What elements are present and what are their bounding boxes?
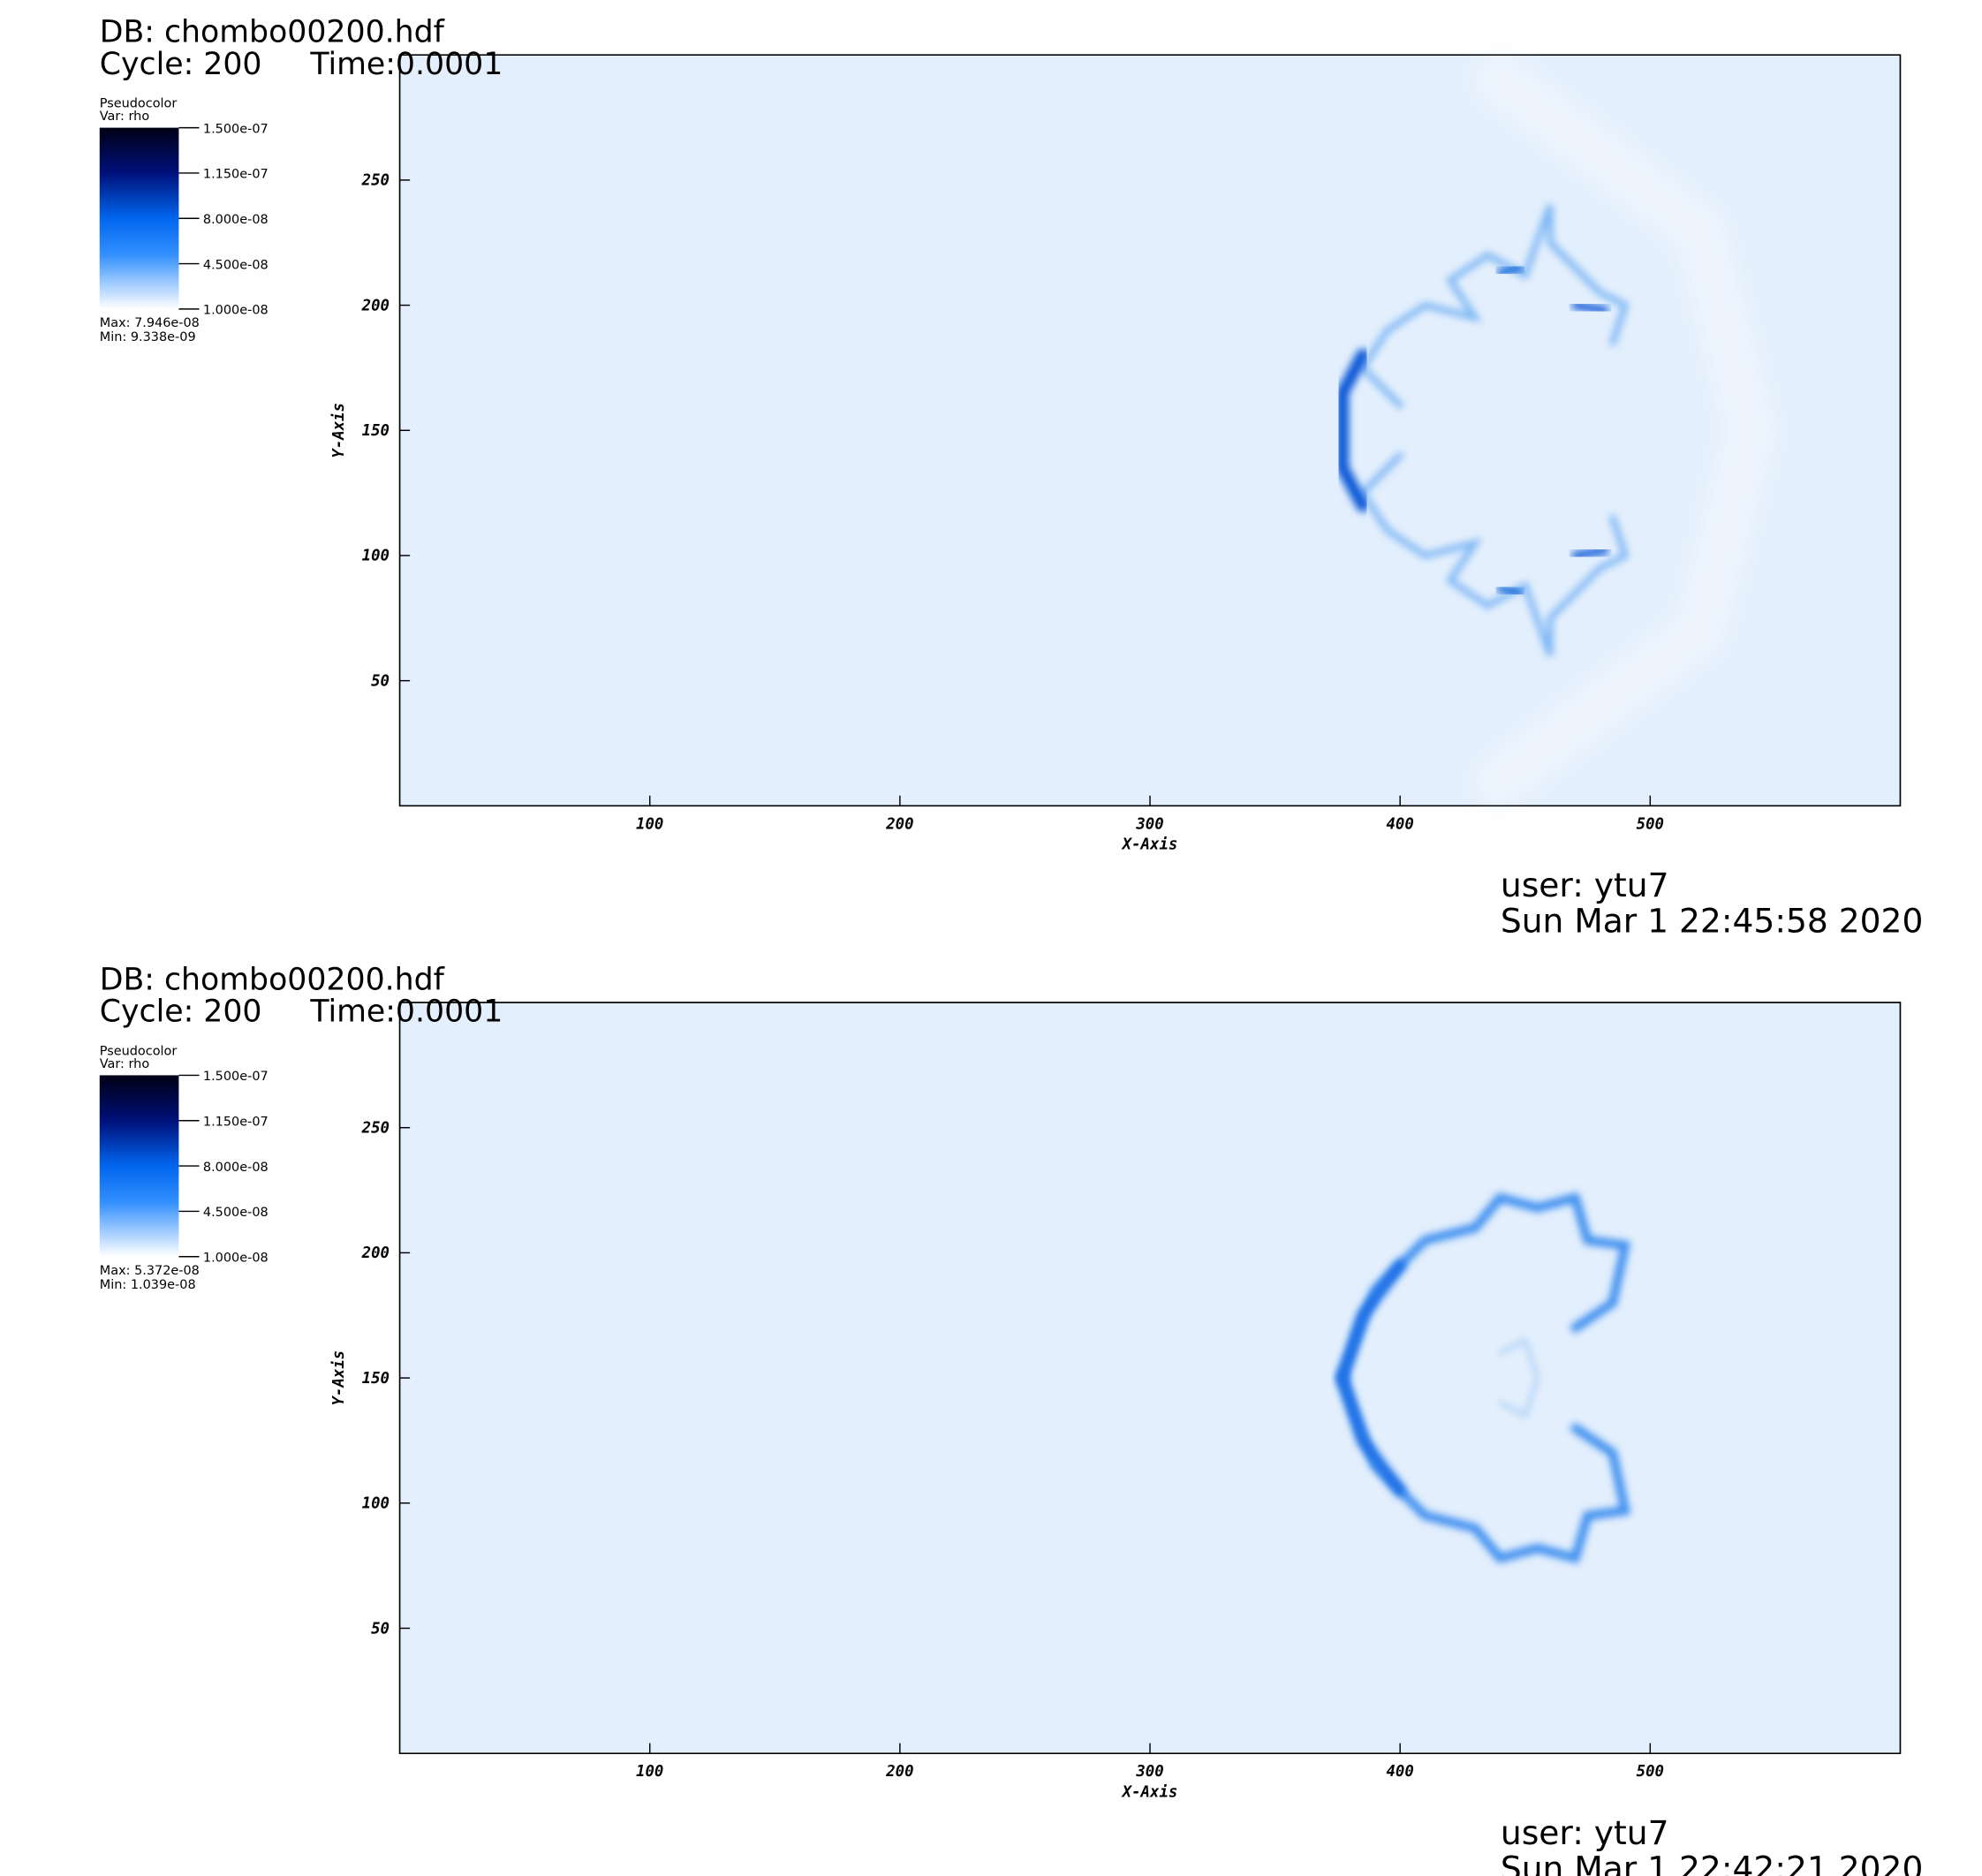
y-tick-label: 150 bbox=[362, 1370, 390, 1388]
x-tick-label: 400 bbox=[1386, 815, 1413, 833]
legend-title: Pseudocolor bbox=[100, 96, 178, 110]
date-label: Sun Mar 1 22:42:21 2020 bbox=[1501, 1849, 1923, 1876]
colorbar-tick-label: 1.000e-08 bbox=[203, 304, 269, 318]
colorbar-tick-label: 1.150e-07 bbox=[203, 168, 269, 182]
density-field bbox=[1336, 1191, 1631, 1564]
density-feature bbox=[1474, 54, 1777, 806]
density-feature bbox=[1571, 546, 1609, 560]
density-feature bbox=[1496, 263, 1524, 277]
x-axis-label: X-Axis bbox=[1121, 1783, 1178, 1801]
x-tick-label: 100 bbox=[636, 815, 663, 833]
colorbar-tick-label: 4.500e-08 bbox=[203, 258, 269, 272]
min-label: Min: 9.338e-09 bbox=[100, 330, 196, 344]
min-label: Min: 1.039e-08 bbox=[100, 1278, 196, 1292]
density-feature bbox=[1496, 584, 1524, 597]
density-feature bbox=[1337, 1191, 1631, 1378]
user-label: user: ytu7 bbox=[1501, 866, 1669, 904]
colorbar-tick-label: 8.000e-08 bbox=[203, 213, 269, 227]
colorbar-tick-label: 1.500e-07 bbox=[203, 122, 269, 136]
density-feature bbox=[1336, 1372, 1406, 1497]
time-label: Time:0.0001 bbox=[309, 47, 503, 82]
density-feature bbox=[1358, 451, 1630, 657]
y-tick-label: 250 bbox=[361, 1119, 390, 1137]
plot-area bbox=[398, 54, 1902, 807]
density-feature bbox=[1336, 1259, 1406, 1384]
x-tick-label: 500 bbox=[1637, 1763, 1664, 1781]
colorbar-tick-label: 8.000e-08 bbox=[203, 1161, 269, 1175]
y-tick-label: 50 bbox=[371, 1620, 390, 1638]
y-tick-label: 100 bbox=[362, 548, 390, 565]
max-label: Max: 7.946e-08 bbox=[100, 316, 200, 330]
x-tick-label: 400 bbox=[1386, 1763, 1413, 1781]
cycle-label: Cycle: 200 bbox=[100, 995, 262, 1030]
density-field bbox=[1335, 54, 1777, 806]
x-tick-label: 500 bbox=[1637, 815, 1664, 833]
colorbar bbox=[99, 1075, 179, 1257]
db-label: DB: chombo00200.hdf bbox=[100, 15, 445, 50]
y-axis-label: Y-Axis bbox=[330, 403, 348, 458]
max-label: Max: 5.372e-08 bbox=[100, 1264, 200, 1278]
colorbar-tick-label: 1.150e-07 bbox=[203, 1116, 269, 1130]
y-tick-label: 250 bbox=[361, 172, 390, 190]
y-tick-label: 200 bbox=[361, 297, 390, 314]
x-tick-label: 100 bbox=[636, 1763, 663, 1781]
plot-area bbox=[398, 1002, 1902, 1754]
legend-title: Pseudocolor bbox=[100, 1044, 178, 1058]
cycle-label: Cycle: 200 bbox=[100, 47, 262, 82]
y-tick-label: 200 bbox=[361, 1244, 390, 1262]
legend-var: Var: rho bbox=[100, 110, 150, 124]
density-feature bbox=[1335, 349, 1369, 512]
date-label: Sun Mar 1 22:45:58 2020 bbox=[1501, 901, 1923, 940]
colorbar-tick-label: 4.500e-08 bbox=[203, 1206, 269, 1220]
density-feature bbox=[1571, 301, 1609, 314]
density-feature bbox=[1358, 203, 1630, 409]
y-tick-label: 150 bbox=[362, 422, 390, 440]
x-tick-label: 300 bbox=[1135, 815, 1163, 833]
x-tick-label: 200 bbox=[885, 1763, 913, 1781]
y-tick-label: 100 bbox=[362, 1495, 390, 1513]
colorbar-tick-label: 1.000e-08 bbox=[203, 1252, 269, 1266]
density-feature bbox=[1498, 1337, 1540, 1418]
colorbar bbox=[99, 127, 179, 309]
time-label: Time:0.0001 bbox=[309, 995, 503, 1030]
x-tick-label: 200 bbox=[885, 815, 913, 833]
db-label: DB: chombo00200.hdf bbox=[100, 963, 445, 998]
density-feature bbox=[1337, 1378, 1631, 1564]
legend-var: Var: rho bbox=[100, 1057, 150, 1071]
x-axis-label: X-Axis bbox=[1121, 836, 1178, 854]
y-tick-label: 50 bbox=[371, 672, 390, 690]
x-tick-label: 300 bbox=[1135, 1763, 1163, 1781]
user-label: user: ytu7 bbox=[1501, 1813, 1669, 1852]
y-axis-label: Y-Axis bbox=[330, 1350, 348, 1406]
colorbar-tick-label: 1.500e-07 bbox=[203, 1070, 269, 1084]
